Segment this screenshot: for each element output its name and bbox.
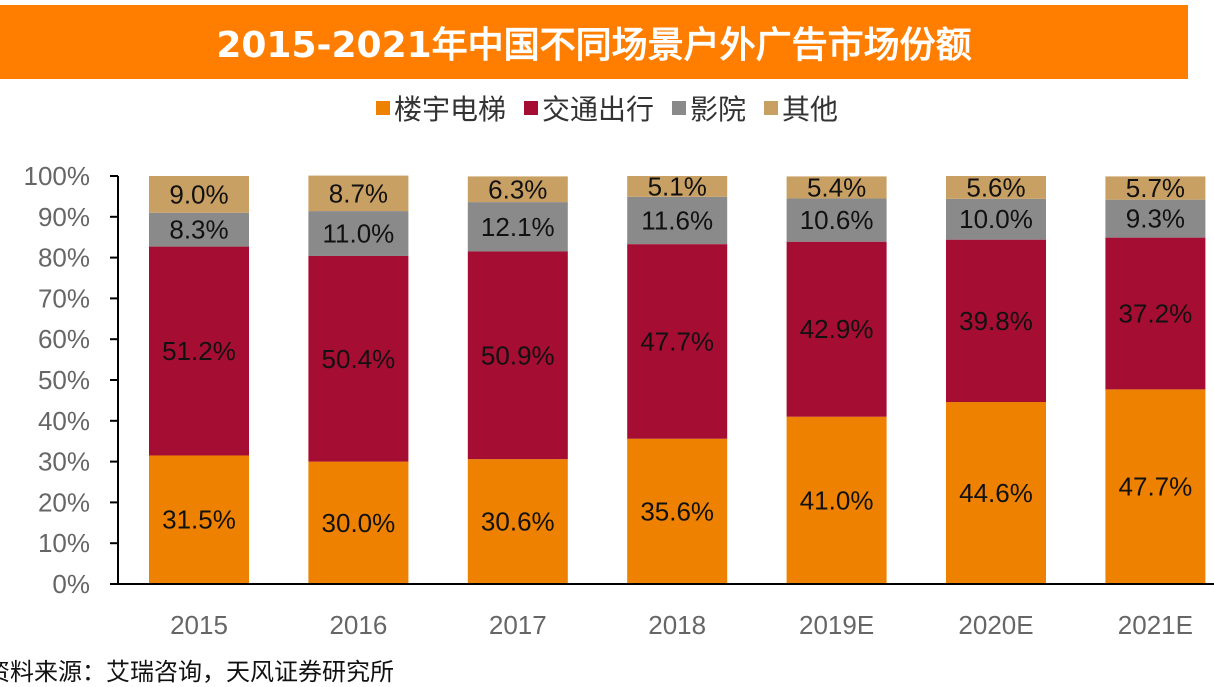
- bar-segment: [627, 438, 728, 584]
- bar-segment: [467, 251, 568, 460]
- x-tick-label: 2015: [170, 610, 228, 640]
- data-label: 47.7%: [1119, 472, 1193, 502]
- data-label: 31.5%: [162, 505, 236, 535]
- legend-item: 影院: [672, 88, 746, 128]
- bar-segment: [149, 246, 249, 456]
- y-tick-label: 80%: [38, 243, 90, 273]
- bar-segment: [946, 239, 1046, 403]
- data-label: 42.9%: [800, 314, 874, 344]
- bar-segment: [1105, 176, 1206, 200]
- chart-title: 2015-2021年中国不同场景户外广告市场份额: [216, 25, 972, 66]
- bar-segment: [946, 402, 1046, 584]
- bar-segment: [786, 176, 887, 199]
- data-label: 8.3%: [169, 215, 228, 245]
- data-label: 44.6%: [959, 478, 1033, 508]
- bar-segment: [1105, 389, 1206, 584]
- bar-segment: [786, 198, 887, 242]
- data-label: 51.2%: [162, 336, 236, 366]
- legend-item: 楼宇电梯: [375, 88, 506, 128]
- x-tick-label: 2020E: [958, 610, 1033, 640]
- y-tick-label: 70%: [38, 283, 90, 313]
- data-label: 9.0%: [169, 179, 228, 209]
- legend-swatch: [523, 101, 538, 115]
- y-tick-label: 40%: [38, 406, 90, 436]
- y-tick-label: 10%: [38, 528, 90, 558]
- data-label: 5.6%: [966, 172, 1025, 202]
- data-label: 37.2%: [1119, 298, 1193, 328]
- y-tick-label: 60%: [38, 324, 90, 354]
- bar-segment: [308, 211, 409, 256]
- y-tick-label: 50%: [38, 365, 90, 395]
- y-tick-label: 90%: [38, 202, 90, 232]
- data-label: 47.7%: [640, 326, 714, 356]
- bar-segment: [149, 455, 249, 584]
- data-label: 30.6%: [481, 507, 555, 537]
- bar-segment: [467, 176, 568, 203]
- data-label: 5.1%: [648, 171, 707, 201]
- data-label: 5.7%: [1126, 173, 1185, 203]
- x-tick-label: 2016: [329, 610, 387, 640]
- legend-swatch: [672, 101, 686, 115]
- data-label: 50.4%: [322, 344, 396, 374]
- bar-segment: [946, 176, 1046, 199]
- legend: 楼宇电梯 交通出行 影院 其他: [0, 88, 1214, 128]
- data-label: 41.0%: [800, 485, 874, 515]
- chart-title-bar: 2015-2021年中国不同场景户外广告市场份额: [0, 5, 1188, 79]
- y-tick-label: 30%: [38, 447, 90, 477]
- bar-segment: [786, 416, 887, 584]
- bar-segment: [627, 244, 728, 439]
- y-tick-label: 0%: [52, 569, 90, 599]
- bar-segment: [1105, 199, 1206, 238]
- data-label: 11.6%: [641, 205, 713, 235]
- data-label: 10.6%: [800, 205, 874, 235]
- data-label: 9.3%: [1126, 204, 1185, 234]
- data-label: 35.6%: [640, 496, 714, 526]
- bar-segment: [467, 202, 568, 252]
- bar-segment: [467, 459, 568, 584]
- bar-segment: [308, 255, 409, 462]
- legend-swatch: [764, 101, 779, 115]
- bar-segment: [149, 176, 249, 213]
- x-tick-label: 2021E: [1118, 610, 1193, 640]
- legend-label: 交通出行: [541, 93, 654, 126]
- source-note: 资料来源：艾瑞咨询，天风证券研究所: [0, 658, 394, 686]
- x-tick-label: 2018: [648, 610, 706, 640]
- data-label: 30.0%: [322, 508, 396, 538]
- x-tick-label: 2019E: [799, 610, 874, 640]
- x-tick-label: 2017: [489, 610, 547, 640]
- data-label: 10.0%: [959, 204, 1033, 234]
- bar-segment: [308, 175, 409, 212]
- legend-swatch: [375, 101, 390, 115]
- data-label: 8.7%: [329, 178, 388, 208]
- bar-segment: [946, 198, 1046, 240]
- data-label: 5.4%: [807, 172, 866, 202]
- data-label: 11.0%: [323, 219, 395, 249]
- data-label: 12.1%: [481, 212, 555, 242]
- legend-label: 影院: [690, 93, 747, 126]
- bar-segment: [149, 212, 249, 247]
- data-label: 6.3%: [488, 174, 547, 204]
- bar-segment: [627, 196, 728, 245]
- data-label: 50.9%: [481, 340, 555, 370]
- bar-segment: [786, 241, 887, 417]
- bar-segment: [308, 461, 409, 584]
- legend-item: 交通出行: [523, 88, 654, 128]
- data-label: 39.8%: [959, 306, 1033, 336]
- bar-segment: [627, 176, 728, 197]
- bar-segment: [1105, 237, 1206, 390]
- legend-label: 其他: [782, 93, 839, 126]
- stacked-bar-chart: 0% 10% 20% 30% 40% 50% 60% 70% 80% 90% 100% 31.5% 51…: [24, 161, 1214, 640]
- legend-item: 其他: [764, 88, 838, 128]
- y-tick-label: 100%: [24, 161, 91, 191]
- y-tick-label: 20%: [38, 487, 90, 517]
- legend-label: 楼宇电梯: [393, 93, 506, 126]
